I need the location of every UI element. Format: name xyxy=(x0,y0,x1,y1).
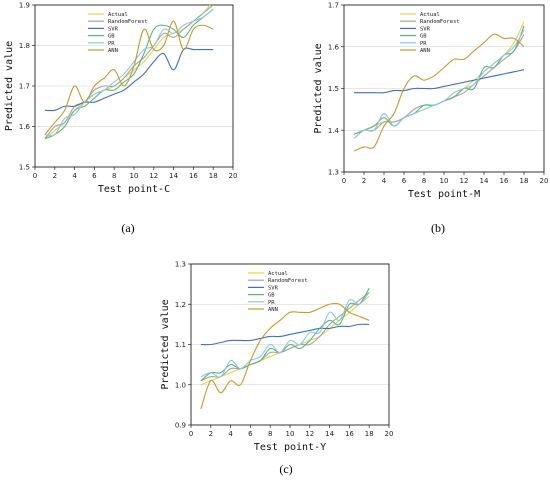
y-tick-label: 1.9 xyxy=(19,2,30,10)
x-tick-label: 12 xyxy=(305,430,314,438)
legend-label-gb: GB xyxy=(108,34,115,40)
x-tick-label: 0 xyxy=(33,172,37,180)
x-tick-label: 18 xyxy=(209,172,218,180)
legend-label-gb: GB xyxy=(268,293,275,299)
x-tick-label: 18 xyxy=(520,177,529,185)
x-axis-label: Test point-Y xyxy=(254,442,326,453)
legend-label-svr: SVR xyxy=(108,26,119,32)
x-tick-label: 16 xyxy=(189,172,198,180)
y-tick-label: 1.7 xyxy=(19,83,30,91)
series-line-ann xyxy=(44,20,214,135)
legend-label-randomforest: RandomForest xyxy=(420,19,460,25)
x-tick-label: 4 xyxy=(228,430,233,438)
panel-caption: (a) xyxy=(121,221,134,235)
x-axis-label: Test point-M xyxy=(408,189,480,200)
x-tick-label: 8 xyxy=(112,172,116,180)
x-tick-label: 6 xyxy=(402,177,407,185)
y-axis-label: Predicted value xyxy=(4,41,15,131)
x-tick-label: 6 xyxy=(248,430,253,438)
series-line-pr xyxy=(200,291,370,378)
x-tick-label: 4 xyxy=(72,172,77,180)
panel-caption: (b) xyxy=(431,221,445,235)
series-line-gb xyxy=(353,25,525,135)
x-tick-label: 8 xyxy=(422,177,426,185)
x-tick-label: 8 xyxy=(268,430,272,438)
legend-label-pr: PR xyxy=(108,41,115,47)
legend-label-randomforest: RandomForest xyxy=(268,278,308,284)
legend-label-ann: ANN xyxy=(420,48,430,54)
x-tick-label: 12 xyxy=(149,172,158,180)
x-tick-label: 14 xyxy=(325,430,334,438)
series-line-randomforest xyxy=(44,5,214,139)
x-tick-label: 0 xyxy=(342,177,346,185)
y-tick-label: 1.1 xyxy=(175,341,186,349)
y-tick-label: 1.0 xyxy=(175,381,186,389)
y-tick-label: 1.6 xyxy=(328,43,340,51)
legend-label-pr: PR xyxy=(420,41,427,47)
chart-panel-1: 0 2 4 6 8 10 12 14 16 18 20 1.5 1.6 1.7 1.8 1.9 Test poi… xyxy=(4,2,238,236)
series-line-randomforest xyxy=(200,291,370,382)
panel-caption: (c) xyxy=(279,462,292,476)
y-tick-label: 1.5 xyxy=(328,85,339,93)
legend-label-actual: Actual xyxy=(108,12,128,18)
y-axis-label: Predicted value xyxy=(160,299,171,389)
series-line-svr xyxy=(200,323,370,346)
x-tick-label: 0 xyxy=(189,430,193,438)
x-tick-label: 18 xyxy=(365,430,374,438)
chart-panel-3: 0 2 4 6 8 10 12 14 16 18 20 0.9 1.0 1.1 1.2 1.3 Test poi… xyxy=(160,261,393,477)
x-tick-label: 2 xyxy=(362,177,366,185)
y-tick-label: 1.3 xyxy=(328,169,339,177)
y-tick-label: 1.5 xyxy=(19,164,30,172)
legend-label-pr: PR xyxy=(268,300,275,306)
x-tick-label: 10 xyxy=(130,172,139,180)
series-line-svr xyxy=(354,69,525,94)
x-tick-label: 10 xyxy=(286,430,295,438)
legend-label-actual: Actual xyxy=(268,271,288,277)
legend-label-svr: SVR xyxy=(420,26,431,32)
x-tick-label: 16 xyxy=(345,430,354,438)
chart-panel-2: 0 2 4 6 8 10 12 14 16 18 20 1.3 1.4 1.5 1.6 1.7 Test poi… xyxy=(313,2,548,236)
x-tick-label: 4 xyxy=(382,177,387,185)
y-tick-label: 1.6 xyxy=(19,123,31,131)
y-tick-label: 1.3 xyxy=(175,261,186,269)
legend-label-ann: ANN xyxy=(108,48,118,54)
x-axis-label: Test point-C xyxy=(98,184,170,195)
x-tick-label: 12 xyxy=(460,177,469,185)
legend-label-randomforest: RandomForest xyxy=(108,19,148,25)
series-line-gb xyxy=(200,287,370,382)
x-tick-label: 2 xyxy=(53,172,57,180)
legend-label-actual: Actual xyxy=(420,12,440,18)
x-tick-label: 16 xyxy=(500,177,509,185)
x-tick-label: 14 xyxy=(169,172,178,180)
x-tick-label: 20 xyxy=(229,172,238,180)
series-line-pr xyxy=(353,29,525,140)
legend-label-svr: SVR xyxy=(268,285,279,291)
x-tick-label: 10 xyxy=(440,177,449,185)
x-tick-label: 20 xyxy=(385,430,394,438)
legend-label-gb: GB xyxy=(420,34,427,40)
y-tick-label: 1.7 xyxy=(328,2,339,10)
x-tick-label: 6 xyxy=(92,172,97,180)
series-line-ann xyxy=(200,302,370,410)
series-line-ann xyxy=(353,33,525,152)
x-tick-label: 20 xyxy=(540,177,549,185)
series-line-pr xyxy=(44,8,214,137)
y-tick-label: 1.2 xyxy=(175,301,186,309)
y-tick-label: 1.4 xyxy=(328,127,340,135)
y-tick-label: 1.8 xyxy=(19,42,30,50)
y-tick-label: 0.9 xyxy=(175,422,186,430)
x-tick-label: 2 xyxy=(209,430,213,438)
y-axis-label: Predicted value xyxy=(313,43,324,133)
x-tick-label: 14 xyxy=(480,177,489,185)
legend-label-ann: ANN xyxy=(268,307,278,313)
